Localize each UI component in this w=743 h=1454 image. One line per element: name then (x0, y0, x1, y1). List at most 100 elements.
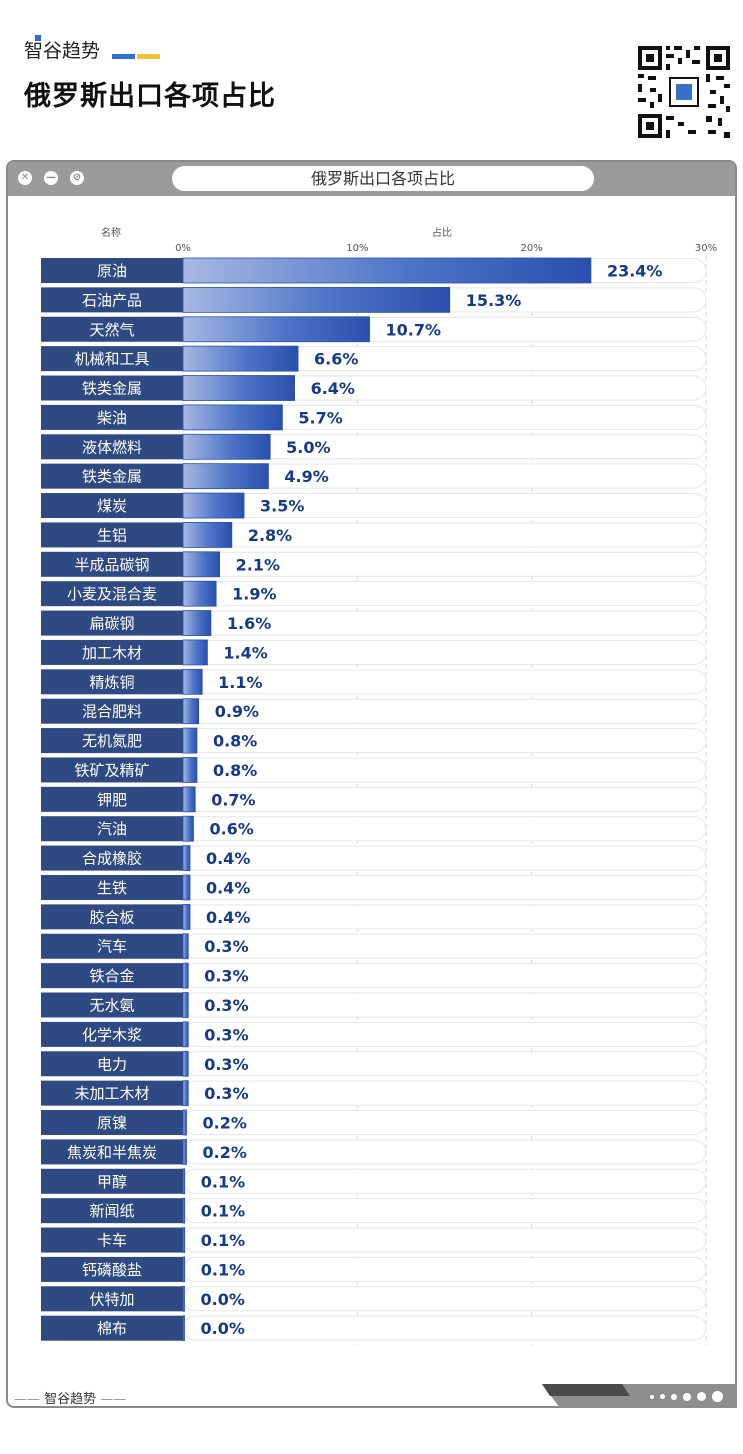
data-label: 0.8% (213, 761, 257, 780)
bar (182, 874, 191, 901)
data-label: 0.1% (201, 1202, 245, 1221)
page-dot[interactable] (712, 1391, 723, 1402)
category-label: 半成品碳钢 (74, 556, 149, 574)
data-label: 0.0% (201, 1319, 245, 1338)
bar-track (182, 1051, 707, 1077)
category-label: 加工木材 (82, 644, 142, 662)
category-label: 电力 (97, 1055, 127, 1073)
category-label: 棉布 (97, 1320, 127, 1338)
bar-track (182, 1315, 707, 1341)
table-row: 原镍 0.2% (41, 1109, 707, 1136)
data-label: 0.9% (215, 702, 259, 721)
category-label-bg (41, 1227, 183, 1253)
category-label: 液体燃料 (82, 438, 142, 456)
table-row: 半成品碳钢 2.1% (41, 551, 707, 578)
bar-track (182, 816, 707, 842)
category-label: 铁类金属 (82, 468, 142, 486)
category-label-bg (41, 1256, 183, 1282)
table-row: 合成橡胶 0.4% (41, 845, 707, 871)
table-row: 无水氨 0.3% (41, 992, 707, 1018)
category-label-bg (41, 992, 183, 1018)
data-label: 5.7% (298, 408, 342, 427)
bar (182, 580, 217, 607)
category-label: 原镍 (97, 1114, 127, 1132)
category-label: 焦炭和半焦炭 (67, 1143, 157, 1161)
bar (182, 1021, 189, 1048)
data-label: 0.4% (206, 878, 250, 897)
category-label: 伏特加 (89, 1290, 134, 1308)
category-label: 未加工木材 (74, 1085, 149, 1103)
page-dot[interactable] (697, 1392, 706, 1401)
bar-track (182, 874, 707, 900)
minimize-icon[interactable]: — (44, 171, 58, 185)
bar (182, 757, 198, 783)
category-label: 甲醇 (97, 1173, 127, 1191)
category-label: 化学木浆 (82, 1026, 142, 1044)
page-dot[interactable] (650, 1394, 654, 1399)
table-row: 卡车 0.1% (41, 1227, 707, 1253)
footer-brand: —— 智谷趋势 —— (14, 1392, 127, 1407)
bar (182, 639, 208, 666)
data-label: 0.1% (201, 1231, 245, 1250)
category-label: 卡车 (97, 1232, 127, 1250)
table-row: 生铁 0.4% (41, 874, 707, 901)
category-label: 合成橡胶 (82, 850, 142, 868)
bar (182, 551, 221, 578)
data-label: 1.6% (227, 614, 271, 633)
category-label-bg (41, 698, 183, 724)
category-label-bg (41, 581, 183, 607)
bar-track (182, 1139, 707, 1165)
data-label: 0.3% (204, 1084, 248, 1103)
category-label-bg (41, 845, 183, 871)
data-label: 0.3% (204, 996, 248, 1015)
close-icon[interactable]: ✕ (18, 171, 32, 185)
bar (182, 1227, 186, 1253)
table-row: 天然气 10.7% (41, 316, 707, 343)
bar-track (182, 1168, 707, 1194)
data-label: 0.6% (209, 820, 253, 839)
data-label: 1.4% (223, 643, 267, 662)
page-dot[interactable] (660, 1394, 665, 1399)
table-row: 铁矿及精矿 0.8% (41, 757, 707, 783)
bar (182, 992, 189, 1018)
bar-track (182, 1256, 707, 1282)
data-label: 0.1% (201, 1260, 245, 1279)
table-row: 汽车 0.3% (41, 933, 707, 960)
table-row: 焦炭和半焦炭 0.2% (41, 1139, 707, 1165)
category-label: 扁碳钢 (89, 615, 134, 633)
bar (182, 845, 191, 871)
data-label: 6.4% (311, 379, 355, 398)
category-label-bg (41, 786, 183, 812)
data-label: 0.3% (204, 937, 248, 956)
bar-track (182, 845, 707, 871)
category-label: 石油产品 (82, 291, 142, 309)
bar-track (182, 728, 707, 754)
data-label: 15.3% (466, 291, 522, 310)
bar (182, 345, 299, 372)
bar (182, 375, 295, 401)
table-row: 钾肥 0.7% (41, 786, 707, 813)
bar (182, 610, 212, 636)
block-icon[interactable]: ⊘ (70, 171, 84, 185)
x-tick-label: 20% (521, 243, 543, 254)
bar-track (182, 757, 707, 783)
table-row: 原油 23.4% (41, 257, 707, 284)
page-dot[interactable] (683, 1392, 691, 1401)
x-tick-label: 0% (175, 243, 191, 254)
bar-track (182, 1110, 707, 1136)
bar-chart: 名称 占比 0% 10% 20% 30% 原油 23.4% 石油产品 15.3% 天然气 10.… (41, 226, 717, 1346)
bar (182, 286, 451, 313)
page-dot[interactable] (671, 1393, 677, 1400)
data-label: 1.9% (232, 585, 276, 604)
bar (182, 933, 189, 960)
bar-track (182, 933, 707, 959)
category-label-bg (41, 1110, 183, 1136)
x-tick-label: 10% (346, 243, 368, 254)
bar-track (182, 1227, 707, 1253)
bar (182, 522, 233, 548)
data-label: 0.3% (204, 967, 248, 986)
category-label-bg (41, 316, 183, 342)
brand-name: 智谷趋势 (24, 40, 101, 62)
data-label: 0.2% (202, 1143, 246, 1162)
table-row: 电力 0.3% (41, 1050, 707, 1077)
